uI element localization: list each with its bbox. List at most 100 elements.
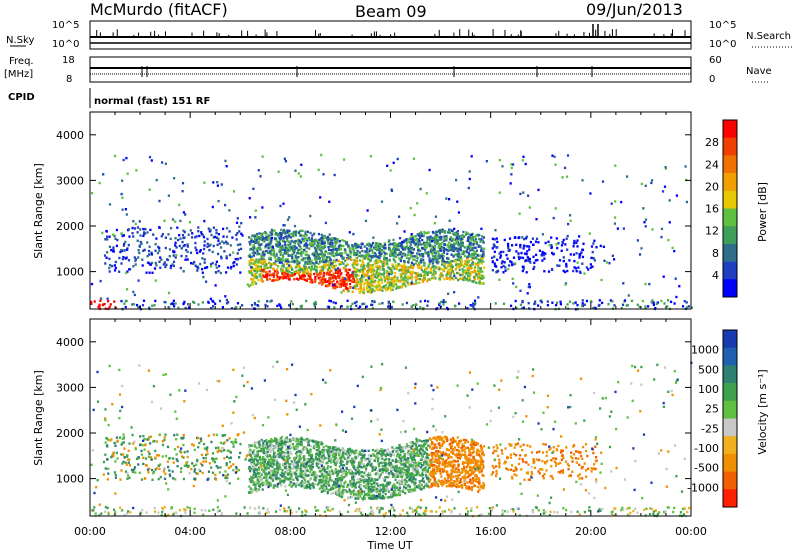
- echo-cell: [282, 265, 285, 268]
- echo-cell: [336, 267, 340, 270]
- echo-cell: [251, 283, 255, 286]
- echo-cell: [458, 264, 461, 268]
- echo-cell: [352, 280, 356, 283]
- echo-cell: [299, 252, 302, 255]
- echo-cell: [329, 238, 332, 241]
- echo-cell: [483, 483, 486, 487]
- echo-cell: [502, 302, 506, 305]
- echo-cell: [254, 234, 257, 238]
- echo-cell: [279, 437, 282, 440]
- echo-cell: [470, 236, 473, 239]
- echo-cell: [332, 283, 335, 286]
- echo-cell: [141, 258, 144, 261]
- echo-cell: [423, 270, 426, 273]
- echo-cell: [328, 270, 331, 273]
- echo-cell: [328, 248, 331, 251]
- nsky-strip: [89, 20, 692, 50]
- echo-cell: [283, 236, 286, 239]
- echo-cell: [462, 244, 465, 248]
- echo-cell: [297, 238, 300, 241]
- echo-cell: [261, 206, 264, 209]
- echo-cell: [287, 266, 290, 269]
- echo-cell: [393, 275, 396, 278]
- echo-cell: [444, 300, 447, 304]
- echo-cell: [342, 289, 345, 292]
- echo-cell: [159, 266, 162, 269]
- echo-cell: [455, 239, 459, 243]
- echo-cell: [439, 273, 442, 277]
- echo-cell: [121, 196, 124, 199]
- echo-cell: [377, 477, 380, 480]
- echo-cell: [420, 257, 423, 261]
- echo-cell: [491, 256, 494, 260]
- echo-cell: [359, 268, 363, 271]
- echo-cell: [344, 251, 347, 255]
- echo-cell: [262, 255, 265, 259]
- echo-cell: [428, 271, 431, 274]
- echo-cell: [450, 259, 453, 263]
- echo-cell: [281, 246, 284, 250]
- echo-cell: [124, 305, 127, 309]
- echo-cell: [218, 264, 221, 268]
- echo-cell: [307, 474, 310, 477]
- echo-cell: [475, 443, 478, 446]
- echo-cell: [408, 267, 411, 270]
- echo-cell: [403, 239, 406, 242]
- echo-cell: [287, 240, 290, 243]
- echo-cell: [342, 244, 345, 248]
- echo-cell: [335, 276, 338, 279]
- echo-cell: [467, 278, 470, 281]
- echo-cell: [329, 263, 333, 266]
- echo-cell: [387, 490, 390, 493]
- echo-cell: [405, 256, 408, 260]
- echo-cell: [420, 254, 423, 257]
- echo-cell: [236, 302, 240, 305]
- echo-cell: [348, 268, 351, 272]
- echo-cell: [206, 245, 209, 248]
- echo-cell: [275, 254, 278, 257]
- echo-cell: [142, 249, 145, 252]
- echo-cell: [370, 268, 373, 271]
- echo-cell: [559, 300, 562, 303]
- echo-cell: [366, 209, 369, 212]
- echo-cell: [522, 247, 525, 250]
- echo-cell: [358, 251, 361, 254]
- echo-cell: [328, 200, 331, 203]
- echo-cell: [462, 264, 465, 267]
- echo-cell: [339, 262, 342, 266]
- echo-cell: [400, 275, 403, 278]
- echo-cell: [214, 284, 217, 287]
- echo-cell: [411, 248, 414, 251]
- echo-cell: [351, 302, 354, 305]
- echo-cell: [404, 269, 407, 272]
- echo-cell: [416, 202, 419, 205]
- echo-cell: [281, 256, 285, 259]
- echo-cell: [457, 253, 461, 256]
- echo-cell: [400, 286, 403, 289]
- echo-cell: [535, 237, 539, 240]
- echo-cell: [410, 274, 413, 277]
- echo-cell: [209, 297, 212, 301]
- echo-cell: [106, 297, 109, 300]
- echo-cell: [598, 299, 601, 302]
- echo-cell: [381, 286, 384, 289]
- echo-cell: [320, 470, 323, 473]
- echo-cell: [468, 449, 471, 452]
- echo-cell: [451, 229, 454, 233]
- echo-cell: [315, 250, 318, 254]
- echo-cell: [480, 449, 483, 452]
- echo-cell: [257, 449, 260, 453]
- echo-cell: [218, 299, 222, 303]
- echo-cell: [304, 265, 307, 269]
- echo-cell: [319, 275, 322, 278]
- echo-cell: [425, 273, 428, 277]
- echo-cell: [449, 245, 452, 248]
- echo-cell: [279, 239, 282, 242]
- echo-cell: [375, 272, 378, 275]
- echo-cell: [306, 239, 309, 242]
- echo-cell: [346, 258, 349, 261]
- echo-cell: [445, 238, 448, 242]
- echo-cell: [507, 242, 510, 246]
- echo-cell: [216, 184, 219, 187]
- echo-cell: [406, 275, 409, 279]
